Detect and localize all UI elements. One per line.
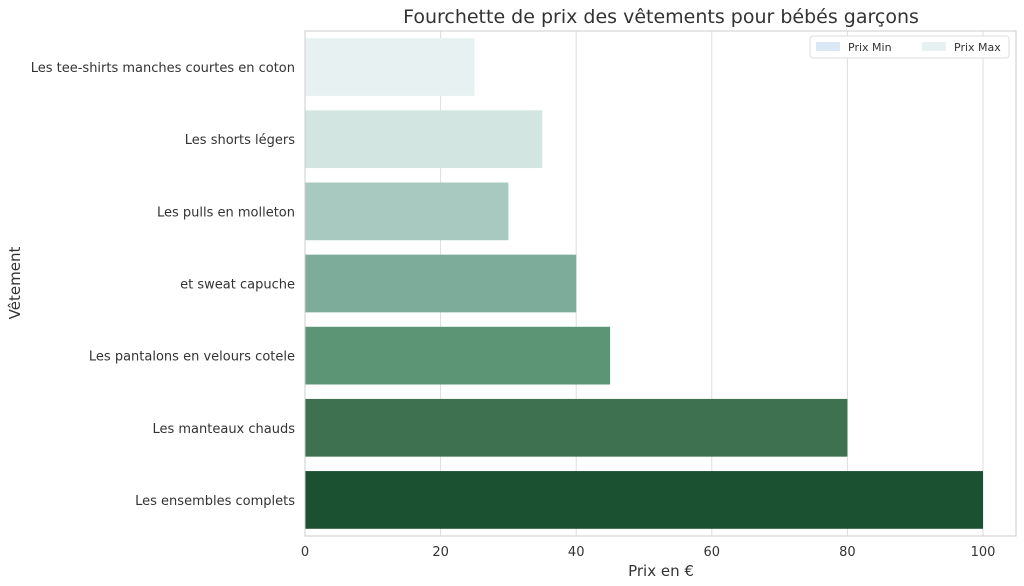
- y-tick-label-1: Les tee-shirts manches courtes en coton: [31, 61, 295, 76]
- bar-4: [305, 254, 577, 313]
- y-tick-labels: Les tee-shirts manches courtes en coton L…: [31, 61, 296, 509]
- y-tick-label-4: et sweat capuche: [180, 278, 295, 293]
- y-tick-label-7: Les ensembles complets: [135, 494, 295, 509]
- x-tick-labels: 0 20 40 60 80 100: [301, 545, 996, 560]
- chart-title: Fourchette de prix des vêtements pour bé…: [403, 6, 919, 28]
- legend: Prix Min Prix Max: [809, 35, 1010, 59]
- y-axis-label: Vêtement: [6, 247, 24, 320]
- legend-swatch-prix-min: [816, 42, 840, 51]
- legend-swatch-prix-max: [922, 42, 946, 51]
- y-tick-label-6: Les manteaux chauds: [152, 422, 295, 437]
- bar-3: [305, 182, 509, 241]
- y-tick-label-2: Les shorts légers: [185, 133, 295, 148]
- x-tick-label-0: 0: [301, 545, 309, 560]
- bar-1: [305, 38, 475, 96]
- x-tick-label-60: 60: [704, 545, 721, 560]
- x-tick-label-100: 100: [971, 545, 996, 560]
- bar-5: [305, 326, 611, 385]
- legend-label-prix-min: Prix Min: [848, 41, 892, 54]
- bar-6: [305, 398, 848, 457]
- y-tick-label-5: Les pantalons en velours cotele: [89, 350, 295, 365]
- legend-label-prix-max: Prix Max: [954, 41, 1001, 54]
- x-tick-label-80: 80: [839, 545, 856, 560]
- x-tick-label-20: 20: [432, 545, 449, 560]
- y-tick-label-3: Les pulls en molleton: [157, 205, 295, 220]
- bar-7: [305, 471, 983, 529]
- plot-area-frame: [304, 30, 1017, 537]
- x-tick-label-40: 40: [568, 545, 585, 560]
- x-axis-label: Prix en €: [628, 562, 694, 580]
- legend-frame: [809, 35, 1010, 59]
- bars-layer: [305, 38, 983, 529]
- bar-2: [305, 110, 543, 169]
